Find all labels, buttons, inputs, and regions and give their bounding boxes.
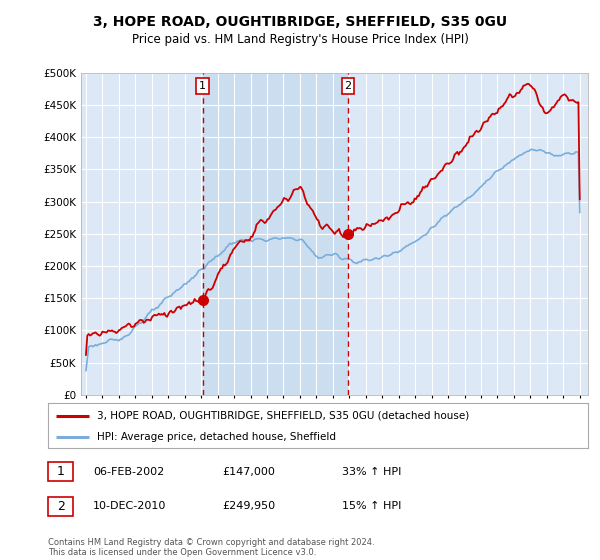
Text: 33% ↑ HPI: 33% ↑ HPI: [342, 466, 401, 477]
Text: 3, HOPE ROAD, OUGHTIBRIDGE, SHEFFIELD, S35 0GU (detached house): 3, HOPE ROAD, OUGHTIBRIDGE, SHEFFIELD, S…: [97, 410, 469, 421]
Text: Contains HM Land Registry data © Crown copyright and database right 2024.
This d: Contains HM Land Registry data © Crown c…: [48, 538, 374, 557]
Text: 2: 2: [56, 500, 65, 513]
Text: 15% ↑ HPI: 15% ↑ HPI: [342, 501, 401, 511]
Text: HPI: Average price, detached house, Sheffield: HPI: Average price, detached house, Shef…: [97, 432, 335, 442]
Text: £249,950: £249,950: [222, 501, 275, 511]
Text: Price paid vs. HM Land Registry's House Price Index (HPI): Price paid vs. HM Land Registry's House …: [131, 32, 469, 46]
Text: 10-DEC-2010: 10-DEC-2010: [93, 501, 166, 511]
Text: 1: 1: [199, 81, 206, 91]
Bar: [203, 73, 348, 395]
Text: 1: 1: [56, 465, 65, 478]
Text: 2: 2: [344, 81, 352, 91]
Text: £147,000: £147,000: [222, 466, 275, 477]
Text: 3, HOPE ROAD, OUGHTIBRIDGE, SHEFFIELD, S35 0GU: 3, HOPE ROAD, OUGHTIBRIDGE, SHEFFIELD, S…: [93, 15, 507, 29]
Text: 06-FEB-2002: 06-FEB-2002: [93, 466, 164, 477]
